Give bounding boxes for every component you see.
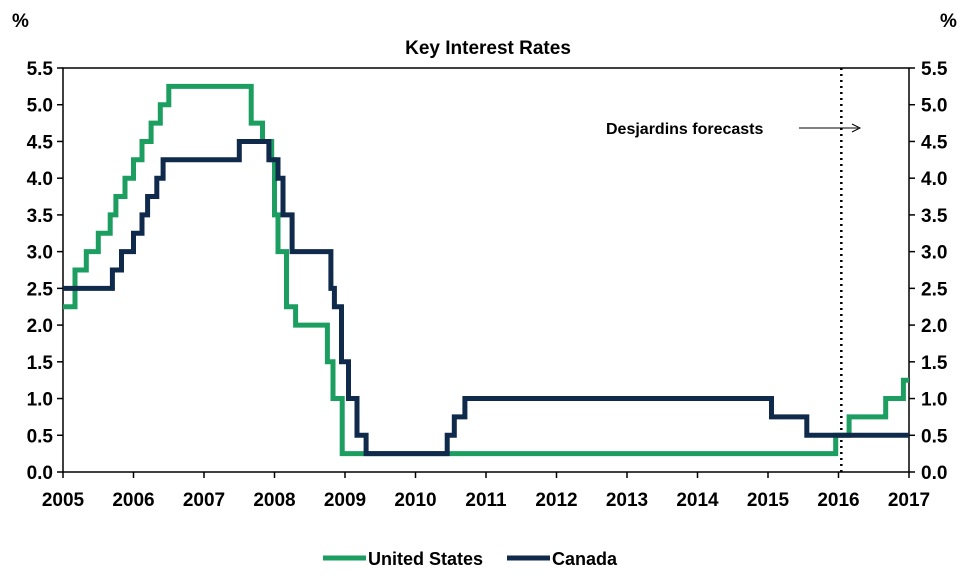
y-axis-right: 0.0 0.5 1.0 1.5 2.0 2.5 3.0 3.5 4.0 4.5 5.0 5.5 [909,59,948,484]
x-tick-label: 2008 [253,490,295,511]
x-tick-label: 2017 [888,490,930,511]
plot-area [62,67,910,473]
y-tick-label-right: 5.0 [921,96,947,117]
y-tick-label-left: 0.5 [27,426,54,447]
forecast-arrow [799,123,862,133]
y-tick-label-right: 2.5 [921,279,948,300]
x-tick-label: 2010 [394,490,436,511]
y-tick-label-left: 3.0 [27,243,53,264]
x-tick-label: 2006 [112,490,154,511]
series-line-united-states [63,83,909,457]
left-unit-label: % [12,11,29,32]
y-tick-label-left: 2.5 [27,279,54,300]
y-tick-label-right: 1.5 [921,353,948,374]
legend-label-canada: Canada [552,549,618,569]
right-unit-label: % [940,11,957,32]
y-tick-label-right: 5.5 [921,59,948,80]
y-tick-label-left: 1.5 [27,353,54,374]
y-tick-label-right: 0.0 [921,463,947,484]
y-tick-label-right: 0.5 [921,426,948,447]
y-tick-label-left: 3.5 [27,206,54,227]
x-tick-label: 2011 [465,490,507,511]
y-axis-left: 0.0 0.5 1.0 1.5 2.0 2.5 3.0 3.5 4.0 4.5 5.0 5.5 [27,59,63,484]
x-axis: 2005 2006 2007 2008 2009 2010 2011 2012 2013 2014… [42,472,930,511]
x-tick-label: 2015 [747,490,790,511]
series-line-canada [63,139,909,457]
x-tick-label: 2009 [324,490,366,511]
y-tick-label-left: 4.0 [27,169,53,190]
y-tick-label-right: 1.0 [921,390,947,411]
legend-label-united-states: United States [368,549,483,569]
chart-title: Key Interest Rates [405,38,571,59]
y-tick-label-right: 4.5 [921,132,948,153]
y-tick-label-left: 5.5 [27,59,54,80]
x-tick-label: 2007 [183,490,225,511]
y-tick-label-left: 0.0 [27,463,53,484]
y-tick-label-left: 4.5 [27,132,54,153]
x-tick-label: 2005 [42,490,85,511]
x-tick-label: 2016 [817,490,859,511]
x-tick-label: 2014 [676,490,719,511]
forecast-annotation: Desjardins forecasts [606,121,764,138]
legend: United States Canada [323,549,618,569]
x-tick-label: 2012 [535,490,577,511]
y-tick-label-left: 2.0 [27,316,53,337]
y-tick-label-right: 2.0 [921,316,947,337]
y-tick-label-right: 3.5 [921,206,948,227]
y-tick-label-left: 5.0 [27,96,53,117]
y-tick-label-left: 1.0 [27,390,53,411]
y-tick-label-right: 4.0 [921,169,947,190]
y-tick-label-right: 3.0 [921,243,947,264]
x-tick-label: 2013 [606,490,648,511]
